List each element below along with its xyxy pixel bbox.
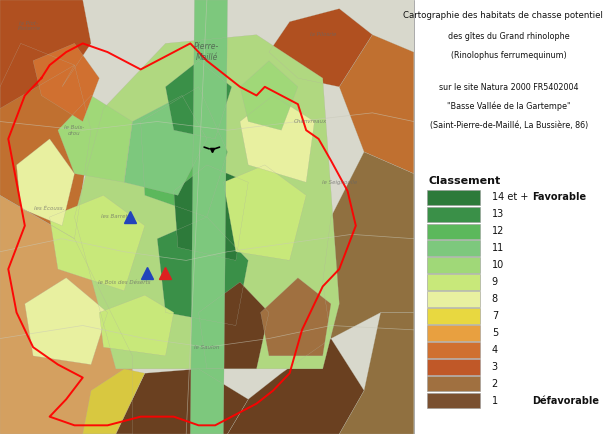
- Text: 14 et +: 14 et +: [492, 192, 528, 203]
- Polygon shape: [141, 87, 228, 217]
- Text: Favorable: Favorable: [532, 192, 586, 203]
- Text: 5: 5: [492, 328, 498, 338]
- Text: 4: 4: [492, 345, 498, 355]
- Polygon shape: [0, 195, 132, 434]
- Polygon shape: [190, 0, 228, 434]
- Text: sur le site Natura 2000 FR5402004: sur le site Natura 2000 FR5402004: [439, 83, 579, 92]
- Polygon shape: [261, 278, 331, 356]
- FancyBboxPatch shape: [427, 257, 480, 273]
- Text: le Seignoulle: le Seignoulle: [322, 180, 357, 185]
- FancyBboxPatch shape: [427, 342, 480, 358]
- FancyBboxPatch shape: [427, 224, 480, 239]
- Text: Cartographie des habitats de chasse potentiel et: Cartographie des habitats de chasse pote…: [403, 11, 604, 20]
- Polygon shape: [269, 9, 372, 87]
- Polygon shape: [157, 217, 248, 326]
- FancyBboxPatch shape: [427, 393, 480, 408]
- Polygon shape: [124, 95, 207, 195]
- Polygon shape: [116, 369, 248, 434]
- Text: 10: 10: [492, 260, 504, 270]
- Text: (Rinolophus ferrumequinum): (Rinolophus ferrumequinum): [451, 51, 567, 60]
- Text: 3: 3: [492, 362, 498, 372]
- Text: la Pilosrie: la Pilosrie: [309, 32, 336, 37]
- FancyBboxPatch shape: [427, 240, 480, 256]
- FancyBboxPatch shape: [427, 274, 480, 290]
- FancyBboxPatch shape: [427, 308, 480, 324]
- Polygon shape: [228, 339, 364, 434]
- Polygon shape: [223, 165, 306, 260]
- Polygon shape: [0, 0, 414, 434]
- Polygon shape: [0, 43, 91, 239]
- Polygon shape: [323, 152, 414, 339]
- Polygon shape: [240, 61, 298, 130]
- Polygon shape: [33, 43, 99, 122]
- Polygon shape: [199, 282, 269, 369]
- Text: 8: 8: [492, 294, 498, 304]
- FancyBboxPatch shape: [427, 190, 480, 205]
- Text: 13: 13: [492, 209, 504, 220]
- Text: le Bois des Déserts: le Bois des Déserts: [98, 279, 150, 285]
- Text: 12: 12: [492, 226, 504, 237]
- Text: la Piot-
Ploterrie: la Piot- Ploterrie: [18, 21, 40, 31]
- Text: Défavorable: Défavorable: [532, 395, 599, 406]
- Polygon shape: [339, 312, 414, 434]
- Polygon shape: [58, 95, 132, 182]
- Text: 2: 2: [492, 378, 498, 389]
- Polygon shape: [99, 295, 174, 356]
- Text: (Saint-Pierre-de-Maillé, La Bussière, 86): (Saint-Pierre-de-Maillé, La Bussière, 86…: [429, 121, 588, 130]
- Polygon shape: [339, 35, 414, 174]
- Text: Classement: Classement: [429, 176, 501, 186]
- Text: 1: 1: [492, 395, 498, 406]
- Text: le Buis-
drou: le Buis- drou: [65, 125, 85, 135]
- Text: Chanvreaux: Chanvreaux: [294, 119, 327, 124]
- Polygon shape: [16, 139, 74, 226]
- Text: le Saulon: le Saulon: [194, 345, 220, 350]
- FancyBboxPatch shape: [427, 359, 480, 375]
- Polygon shape: [50, 195, 145, 291]
- Text: 9: 9: [492, 277, 498, 287]
- Text: des gîtes du Grand rhinolophe: des gîtes du Grand rhinolophe: [448, 32, 570, 41]
- FancyBboxPatch shape: [427, 376, 480, 391]
- Polygon shape: [25, 278, 108, 365]
- Text: les Barrets: les Barrets: [101, 214, 130, 220]
- Polygon shape: [240, 95, 315, 182]
- Text: 7: 7: [492, 311, 498, 321]
- Text: les Écouss.: les Écouss.: [34, 206, 65, 211]
- Text: 11: 11: [492, 243, 504, 253]
- Polygon shape: [74, 35, 339, 369]
- Polygon shape: [165, 61, 232, 139]
- Text: Pierre-
Maillé: Pierre- Maillé: [194, 43, 219, 62]
- Polygon shape: [0, 0, 91, 108]
- FancyBboxPatch shape: [427, 291, 480, 307]
- Polygon shape: [83, 369, 145, 434]
- FancyBboxPatch shape: [427, 207, 480, 222]
- FancyBboxPatch shape: [427, 325, 480, 341]
- Text: "Basse Vallée de la Gartempe": "Basse Vallée de la Gartempe": [447, 102, 571, 112]
- Polygon shape: [174, 165, 248, 260]
